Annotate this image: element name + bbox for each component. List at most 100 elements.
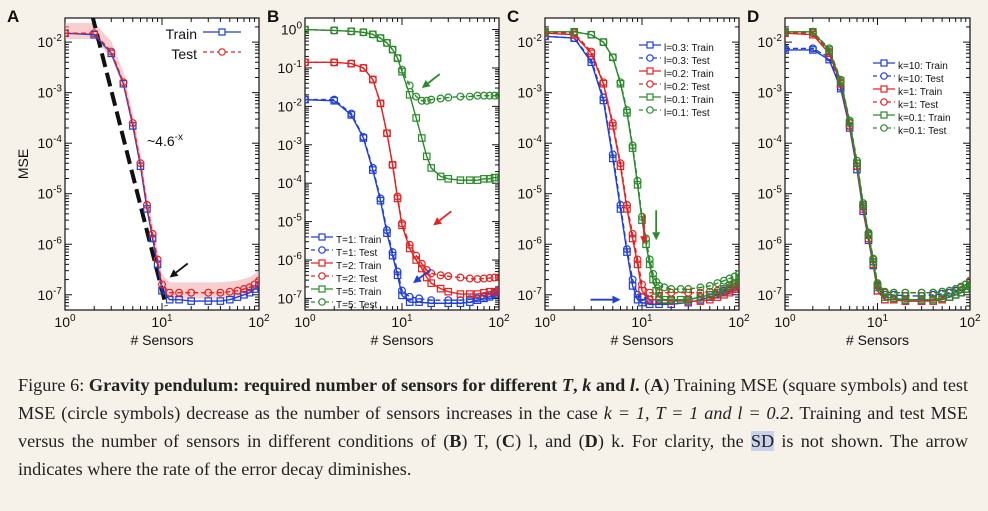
legend-marker [880,111,888,119]
x-tick-label: 101 [151,313,173,330]
legend-label: T=5: Train [336,287,381,298]
data-point [436,172,445,181]
data-point [608,53,617,62]
y-tick-label: 100 [281,21,303,38]
data-point [587,30,596,39]
fit-line [90,18,168,307]
legend-marker [218,48,226,56]
data-point [436,94,445,103]
data-point [398,65,407,74]
x-tick-label: 101 [867,313,889,330]
data-point [466,176,474,184]
data-point [444,175,453,183]
y-tick-label: 10-2 [38,33,63,50]
data-point [628,275,637,284]
data-point [417,259,426,268]
data-point [696,293,705,301]
caption-equation: k = 1, T = 1 and l = 0.2 [603,403,790,423]
data-point [881,293,889,301]
legend-marker [646,41,654,49]
caption-t-ref: ) T, ( [461,431,502,451]
data-point [398,291,406,300]
x-tick-label: 100 [54,313,76,330]
y-tick-label: 10-6 [278,251,303,268]
data-point [696,297,705,305]
data-point [417,96,426,105]
y-tick-label: 10-2 [758,33,783,50]
panel-d: D 100 101 102 10-7 10-6 10-5 10-4 10-3 10-2 # Sens… [747,7,981,348]
data-point [490,173,499,182]
plot-frame [784,17,971,311]
y-tick-label: 10-4 [38,134,63,151]
legend-marker [646,93,654,101]
data-point [388,248,397,257]
data-point [684,295,693,304]
caption-sd-highlight[interactable]: SD [750,431,775,451]
data-point [382,226,391,235]
data-point [153,260,162,269]
arrow-shaft [427,73,441,84]
data-point [633,176,642,185]
panel-letter: B [267,7,279,26]
data-point [938,287,947,296]
data-point [216,297,225,305]
arrow-head [640,236,649,245]
data-point [456,92,465,101]
legend: Train Test [166,26,241,62]
series-line [305,98,499,301]
data-point [628,141,637,150]
data-point [951,290,960,299]
caption-var-k: k [582,375,592,395]
data-point [649,269,658,278]
data-point [142,200,151,209]
caption-l-ref: ) l, and ( [515,431,585,451]
data-point [393,54,402,63]
data-point [869,254,878,263]
legend-label: l=0.2: Train [664,69,714,80]
x-tick-label: 100 [294,313,316,330]
data-point [143,205,151,213]
data-point [490,91,499,100]
data-point [622,106,631,115]
legend-label: T=1: Test [336,248,377,259]
data-point [633,255,642,264]
data-point [359,63,368,72]
legend: l=0.3: Train l=0.3: Test l=0.2: Train l=0.2… [639,41,714,119]
series-line [545,31,739,290]
data-point [90,29,99,38]
data-point [415,294,424,303]
data-point [480,175,488,183]
data-point [825,44,834,53]
legend-marker [318,298,326,306]
y-axis-label: MSE [15,149,31,179]
data-point [706,290,714,299]
data-point [785,27,789,36]
y-tick-label: 10-4 [278,174,303,191]
figure-label: Figure 6: [18,375,85,395]
data-point [479,274,488,283]
data-point [359,132,368,141]
data-point [808,27,817,36]
y-tick-label: 10-2 [278,97,303,114]
y-tick-label: 10-7 [278,289,303,306]
data-point [422,152,431,161]
data-point [412,251,421,260]
data-point [917,288,926,297]
legend-label: l=0.1: Train [664,95,714,106]
data-point [456,273,465,282]
y-tick-label: 10-6 [758,235,783,252]
data-point [845,116,854,125]
y-tick-label: 10-5 [38,185,63,202]
legend-label: k=10: Test [898,74,944,85]
data-point [398,286,407,295]
legend-marker [318,246,326,254]
data-point [422,273,431,282]
legend-marker [318,285,326,293]
data-point [957,282,966,291]
data-point [128,119,137,128]
panel-a: A 100 101 102 10-7 10-6 10-5 10-4 10-3 10-2 # Sens… [7,7,270,348]
data-point [388,160,397,169]
data-point [622,245,631,254]
data-point [393,267,402,276]
data-point [427,95,436,104]
